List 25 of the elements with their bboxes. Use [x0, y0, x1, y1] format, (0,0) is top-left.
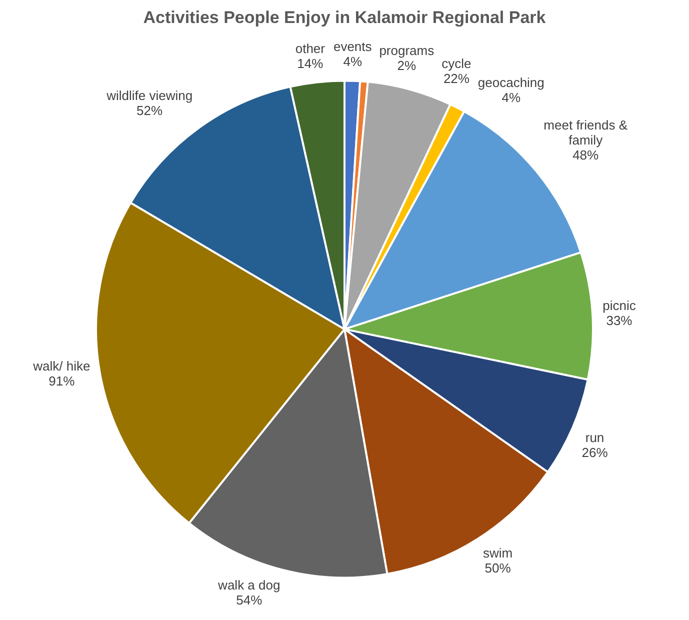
slice-label: meet friends & family: [544, 118, 628, 148]
data-label: 22%: [443, 70, 470, 86]
slice-label: events: [333, 38, 372, 54]
slice-label: cycle: [442, 56, 472, 71]
data-label: 52%: [136, 103, 164, 118]
slice-label: wildlife viewing: [106, 88, 193, 104]
data-label: 4%: [502, 90, 521, 106]
slice-label: swim: [483, 546, 513, 561]
slice-label: geocaching: [478, 75, 544, 90]
data-label: 2%: [397, 58, 416, 73]
data-label: 26%: [582, 444, 608, 460]
slice-label: run: [585, 430, 604, 445]
slice-label: programs: [379, 42, 435, 58]
chart-title: Activities People Enjoy in Kalamoir Regional Park: [143, 8, 546, 27]
data-label: 33%: [606, 313, 633, 328]
data-label: 54%: [236, 592, 263, 608]
data-label: 14%: [297, 56, 324, 71]
data-label: 50%: [484, 560, 512, 576]
data-label: 48%: [572, 148, 600, 163]
data-label: 4%: [343, 54, 362, 69]
slice-label: walk/ hike: [32, 358, 90, 374]
data-label: 91%: [48, 374, 76, 389]
slice-label: walk a dog: [217, 578, 280, 593]
slice-label: other: [295, 41, 326, 56]
slice-label: picnic: [602, 298, 636, 314]
